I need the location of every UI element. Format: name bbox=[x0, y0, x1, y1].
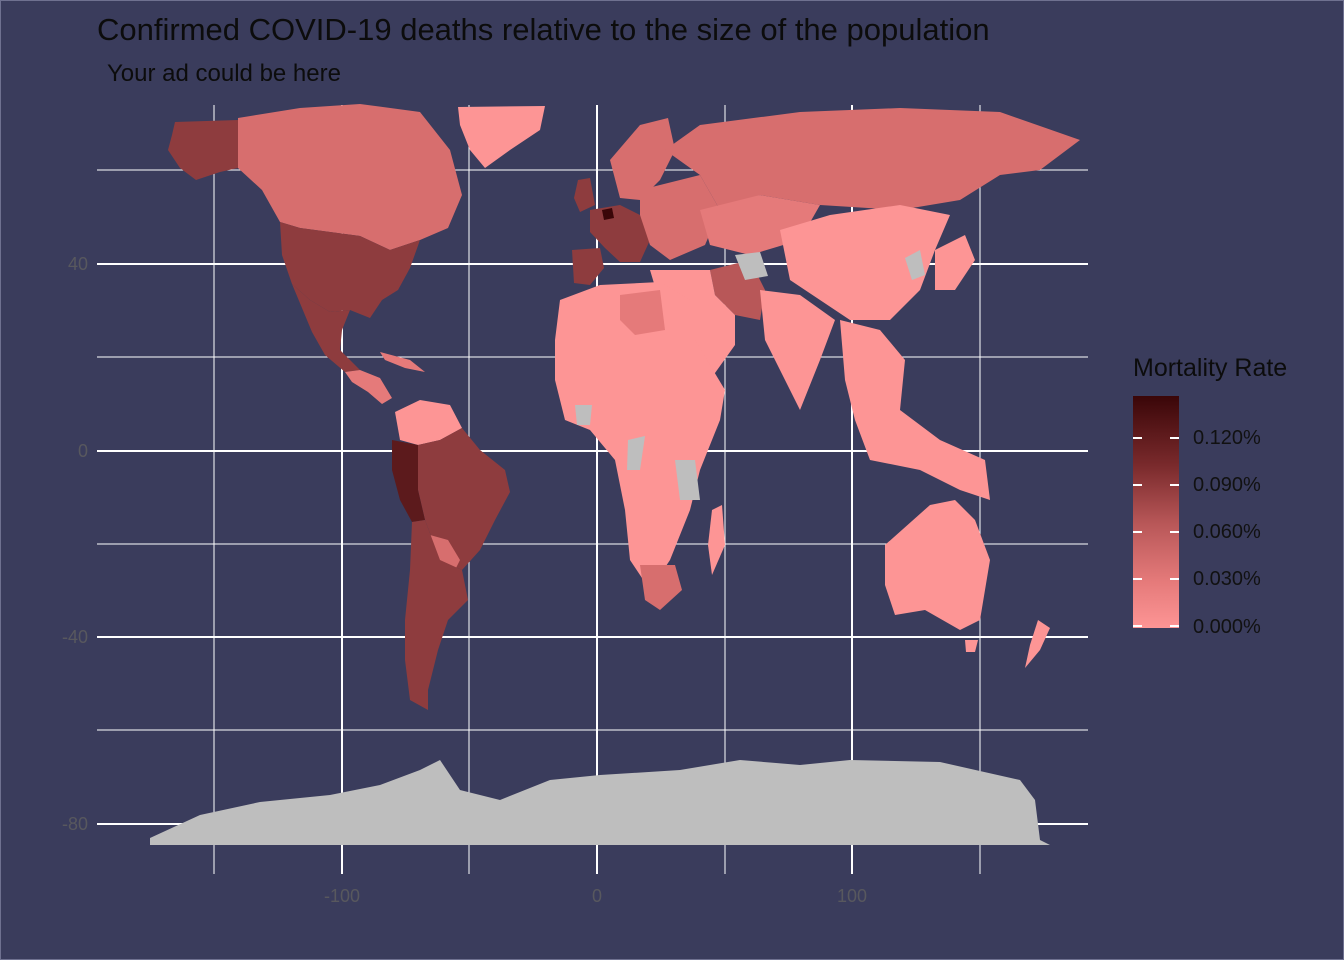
region-alaska bbox=[168, 120, 238, 180]
y-axis-labels: 40 0 -40 -80 bbox=[62, 254, 88, 834]
region-canada bbox=[238, 104, 462, 250]
region-new-zealand bbox=[1025, 620, 1050, 668]
region-caribbean bbox=[380, 352, 425, 372]
legend-tick-label: 0.060% bbox=[1193, 521, 1261, 543]
legend-tick-label: 0.090% bbox=[1193, 474, 1261, 496]
region-west-africa-darker bbox=[620, 290, 665, 335]
legend-tick-mark bbox=[1170, 625, 1179, 627]
region-uk bbox=[574, 178, 595, 212]
legend-tick-label: 0.030% bbox=[1193, 568, 1261, 590]
region-greenland bbox=[458, 106, 545, 168]
legend-tick-mark bbox=[1133, 625, 1142, 627]
legend-tick-mark bbox=[1133, 437, 1142, 439]
region-turkmenistan-na bbox=[735, 252, 768, 280]
region-colombia-venezuela bbox=[395, 400, 462, 445]
region-mexico bbox=[292, 284, 360, 372]
chart-title: Confirmed COVID-19 deaths relative to th… bbox=[97, 12, 990, 47]
region-eastern-europe bbox=[640, 175, 720, 260]
region-tanzania-na bbox=[675, 460, 700, 500]
region-japan bbox=[935, 235, 975, 290]
legend-tick-label: 0.120% bbox=[1193, 427, 1261, 449]
region-belgium bbox=[602, 208, 614, 220]
region-scandinavia bbox=[610, 118, 675, 200]
region-south-africa bbox=[640, 565, 682, 610]
region-china bbox=[780, 205, 950, 320]
x-axis-labels: -100 0 100 bbox=[324, 886, 867, 906]
region-tasmania bbox=[965, 640, 978, 652]
legend-tick-mark bbox=[1133, 578, 1142, 580]
region-southeast-asia bbox=[840, 320, 990, 500]
region-drc-na bbox=[627, 436, 645, 470]
y-tick-label: -80 bbox=[62, 814, 88, 834]
chart-subtitle: Your ad could be here bbox=[107, 60, 341, 87]
region-russia bbox=[665, 108, 1080, 210]
region-india bbox=[760, 290, 835, 410]
y-tick-label: -40 bbox=[62, 627, 88, 647]
region-brazil bbox=[418, 428, 510, 570]
region-argentina-chile bbox=[405, 520, 468, 710]
x-tick-label: 100 bbox=[837, 886, 867, 906]
legend-tick-mark bbox=[1170, 484, 1179, 486]
legend-tick-label: 0.000% bbox=[1193, 616, 1261, 638]
y-tick-label: 0 bbox=[78, 441, 88, 461]
region-central-america bbox=[345, 370, 392, 404]
region-spain bbox=[572, 248, 604, 285]
region-mongolia-korea-na bbox=[905, 250, 925, 280]
legend-tick-mark bbox=[1170, 578, 1179, 580]
region-peru bbox=[392, 440, 425, 522]
x-tick-label: -100 bbox=[324, 886, 360, 906]
legend-tick-mark bbox=[1133, 484, 1142, 486]
region-africa bbox=[555, 282, 725, 590]
y-tick-label: 40 bbox=[68, 254, 88, 274]
legend-tick-mark bbox=[1170, 437, 1179, 439]
region-madagascar bbox=[708, 505, 725, 575]
legend-color-bar bbox=[1133, 396, 1179, 628]
region-antarctica bbox=[150, 760, 1050, 845]
region-australia bbox=[885, 500, 990, 630]
legend-tick-mark bbox=[1133, 531, 1142, 533]
x-tick-label: 0 bbox=[592, 886, 602, 906]
region-west-sahara-na bbox=[575, 405, 592, 425]
legend-tick-mark bbox=[1170, 531, 1179, 533]
region-united-states bbox=[280, 222, 420, 318]
legend-title: Mortality Rate bbox=[1133, 354, 1288, 382]
